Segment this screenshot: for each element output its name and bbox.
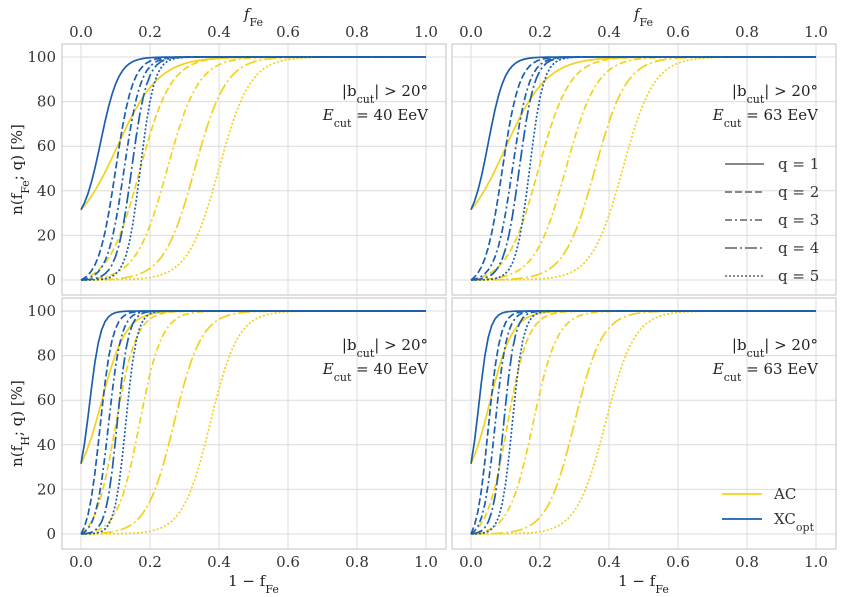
series-line-xc-opt-q4 xyxy=(470,310,816,535)
panel-top-left: 0 20 40 60 80 100 n(fFe; q) [%] 0.0 0.2 0.4 0.6 0.8… xyxy=(8,5,447,296)
axes-frame xyxy=(61,297,447,550)
y-axis-label: n(fFe; q) [%] xyxy=(8,124,32,215)
x-top-tick-label: 0.0 xyxy=(459,23,483,41)
annotation-b-cut: |bcut| > 20° xyxy=(342,82,428,106)
x-top-tick-label: 0.6 xyxy=(276,23,300,41)
series-line-xc-opt-q4 xyxy=(80,310,426,535)
series-line-xc-opt-q5 xyxy=(470,310,816,535)
y-tick-label: 20 xyxy=(37,226,56,244)
legend-label-q4: q = 4 xyxy=(778,239,819,257)
annotation-b-cut: |bcut| > 20° xyxy=(732,336,818,360)
x-top-tick-label: 0.8 xyxy=(735,23,759,41)
x-bottom-tick-label: 1.0 xyxy=(414,553,438,571)
series-line-xc-opt-q5 xyxy=(80,56,426,281)
x-bottom-tick-label: 0.0 xyxy=(69,553,93,571)
y-tick-label: 80 xyxy=(37,93,56,111)
series-line-ac-q1 xyxy=(470,56,816,211)
y-tick-label: 40 xyxy=(37,436,56,454)
legend-label-xc-opt: XCopt xyxy=(774,510,815,534)
y-tick-label: 80 xyxy=(37,347,56,365)
x-top-tick-label: 1.0 xyxy=(414,23,438,41)
legend-label-ac: AC xyxy=(773,485,796,503)
legend-q: q = 1 q = 2 q = 3 q = 4 q = 5 xyxy=(725,155,819,285)
y-axis-label: n(fH; q) [%] xyxy=(8,380,32,467)
axes-frame xyxy=(451,297,837,550)
annotation-e-cut: Ecut = 63 EeV xyxy=(712,106,819,130)
x-bottom-axis-label: 1 − fFe xyxy=(618,572,669,596)
x-top-tick-label: 0.6 xyxy=(666,23,690,41)
annotation-e-cut: Ecut = 40 EeV xyxy=(322,360,429,384)
panel-bottom-right: 0.0 0.2 0.4 0.6 0.8 1.0 1 − fFe |bcut| > 20°Ecu… xyxy=(451,297,837,596)
x-top-tick-label: 0.0 xyxy=(69,23,93,41)
series-line-xc-opt-q1 xyxy=(80,56,426,211)
annotation-e-cut: Ecut = 63 EeV xyxy=(712,360,819,384)
series-line-ac-q5 xyxy=(80,310,426,535)
x-top-tick-label: 0.8 xyxy=(345,23,369,41)
y-tick-label: 0 xyxy=(46,271,56,289)
annotation-b-cut: |bcut| > 20° xyxy=(732,82,818,106)
x-bottom-tick-label: 0.8 xyxy=(735,553,759,571)
x-top-tick-label: 1.0 xyxy=(804,23,828,41)
legend-method: AC XCopt xyxy=(722,485,815,534)
y-tick-label: 20 xyxy=(37,480,56,498)
series-line-xc-opt-q1 xyxy=(470,56,816,211)
series-line-ac-q5 xyxy=(470,310,816,535)
x-bottom-tick-label: 0.2 xyxy=(528,553,552,571)
y-tick-label: 0 xyxy=(46,525,56,543)
x-top-axis-label: fFe xyxy=(243,5,263,29)
y-tick-label: 100 xyxy=(27,302,56,320)
series-line-xc-opt-q5 xyxy=(80,310,426,535)
axes-frame xyxy=(451,43,837,296)
series-line-xc-opt-q5 xyxy=(470,56,816,281)
x-top-axis-label: fFe xyxy=(633,5,653,29)
x-bottom-tick-label: 0.6 xyxy=(276,553,300,571)
panel-top-right: 0.0 0.2 0.4 0.6 0.8 1.0 fFe |bcut| > 20°Ecut = … xyxy=(451,5,837,296)
y-tick-label: 40 xyxy=(37,182,56,200)
legend-label-q1: q = 1 xyxy=(778,155,819,173)
series-line-xc-opt-q1 xyxy=(470,310,816,464)
x-bottom-tick-label: 1.0 xyxy=(804,553,828,571)
panel-bottom-left: 0 20 40 60 80 100 n(fH; q) [%] 0.0 0.2 0.4 0.6 0.8 1… xyxy=(8,297,447,596)
series-line-ac-q1 xyxy=(80,56,426,211)
x-top-tick-label: 0.4 xyxy=(597,23,621,41)
series-line-xc-opt-q1 xyxy=(80,310,426,464)
x-bottom-tick-label: 0.6 xyxy=(666,553,690,571)
x-bottom-axis-label: 1 − fFe xyxy=(228,572,279,596)
annotation-b-cut: |bcut| > 20° xyxy=(342,336,428,360)
x-bottom-tick-label: 0.0 xyxy=(459,553,483,571)
x-top-tick-label: 0.2 xyxy=(528,23,552,41)
legend-label-q2: q = 2 xyxy=(778,183,819,201)
series-line-ac-q1 xyxy=(470,310,816,465)
x-top-tick-label: 0.2 xyxy=(138,23,162,41)
annotation-e-cut: Ecut = 40 EeV xyxy=(322,106,429,130)
y-tick-label: 60 xyxy=(37,391,56,409)
x-bottom-tick-label: 0.4 xyxy=(597,553,621,571)
series-line-ac-q1 xyxy=(80,310,426,465)
legend-label-q3: q = 3 xyxy=(778,211,819,229)
axes-frame xyxy=(61,43,447,296)
y-tick-label: 60 xyxy=(37,137,56,155)
x-bottom-tick-label: 0.8 xyxy=(345,553,369,571)
x-bottom-tick-label: 0.4 xyxy=(207,553,231,571)
x-bottom-tick-label: 0.2 xyxy=(138,553,162,571)
y-tick-label: 100 xyxy=(27,48,56,66)
legend-label-q5: q = 5 xyxy=(778,267,819,285)
x-top-tick-label: 0.4 xyxy=(207,23,231,41)
